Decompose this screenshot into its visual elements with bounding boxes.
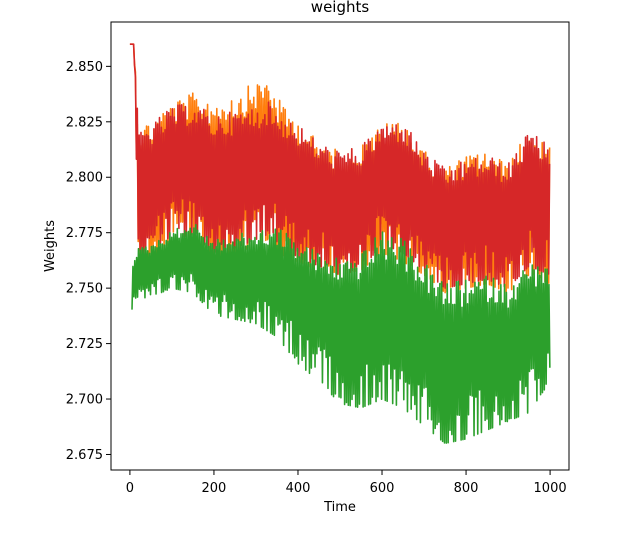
y-tick-label: 2.750: [66, 282, 103, 297]
chart-title: weights: [311, 0, 370, 16]
y-axis: 2.675 2.700 2.725 2.750 2.775 2.800 2.825 2.850: [66, 60, 111, 463]
plot-area: [129, 43, 551, 444]
series-line-3: [131, 223, 551, 444]
y-tick-label: 2.775: [66, 226, 103, 241]
y-tick-label: 2.725: [66, 337, 103, 352]
x-tick-label: 800: [454, 481, 479, 496]
y-axis-label: Weights: [43, 220, 58, 272]
y-tick-label: 2.700: [66, 393, 103, 408]
x-tick-label: 600: [370, 481, 395, 496]
x-axis: 0 200 400 600 800 1000: [126, 470, 567, 496]
x-tick-label: 200: [202, 481, 227, 496]
y-tick-label: 2.825: [66, 115, 103, 130]
y-tick-label: 2.675: [66, 448, 103, 463]
x-tick-label: 1000: [534, 481, 567, 496]
x-tick-label: 0: [126, 481, 134, 496]
plot-frame: [110, 21, 570, 471]
y-tick-label: 2.800: [66, 171, 103, 186]
series-line-2: [129, 43, 551, 289]
x-tick-label: 400: [286, 481, 311, 496]
x-axis-label: Time: [323, 500, 356, 515]
y-tick-label: 2.850: [66, 60, 103, 75]
